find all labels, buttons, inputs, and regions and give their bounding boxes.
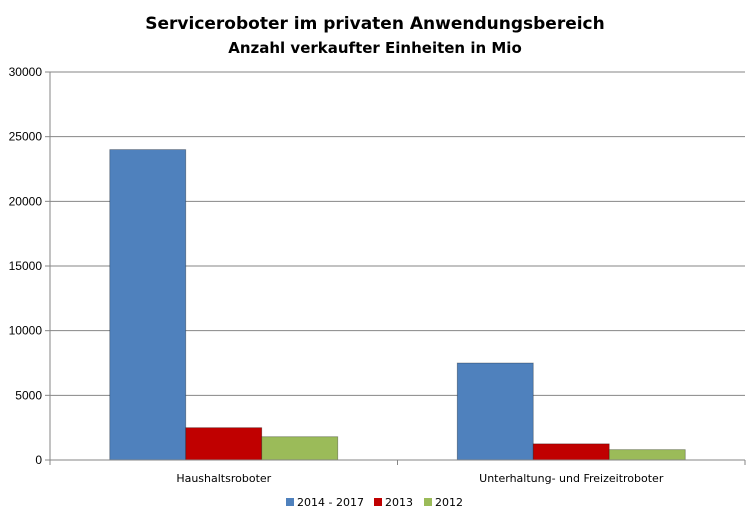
- legend-swatch-1: [374, 498, 382, 506]
- legend-swatch-0: [286, 498, 294, 506]
- bar-1-1: [532, 443, 610, 461]
- legend-swatch-2: [424, 498, 432, 506]
- legend-label-0: 2014 - 2017: [297, 496, 364, 509]
- legend-label-2: 2012: [435, 496, 463, 509]
- y-tick-label-0: 0: [35, 453, 42, 467]
- bar-0-0: [109, 149, 187, 461]
- bar-1-0: [456, 362, 534, 461]
- bar-0-1: [185, 427, 263, 461]
- y-tick-label-1: 5000: [15, 388, 42, 402]
- x-category-label-0: Haushaltsroboter: [176, 472, 271, 485]
- bar-0-2: [261, 436, 339, 461]
- bar-1-2: [608, 449, 686, 461]
- y-tick-label-4: 20000: [9, 194, 43, 208]
- y-tick-label-3: 15000: [9, 259, 43, 273]
- x-category-label-1: Unterhaltung- und Freizeitroboter: [479, 472, 664, 485]
- x-axis-categories: Haushaltsroboter Unterhaltung- und Freize…: [49, 460, 746, 485]
- legend: 2014 - 2017 2013 2012: [286, 496, 463, 509]
- legend-label-1: 2013: [385, 496, 413, 509]
- y-tick-label-5: 25000: [9, 130, 43, 144]
- chart-subtitle: Anzahl verkaufter Einheiten in Mio: [228, 39, 522, 57]
- y-axis-ticks: 0 5000 10000 15000 20000 25000 30000: [9, 65, 50, 467]
- y-tick-label-6: 30000: [9, 65, 43, 79]
- bars: [109, 149, 686, 461]
- y-tick-label-2: 10000: [9, 324, 43, 338]
- chart-title: Serviceroboter im privaten Anwendungsber…: [145, 14, 605, 34]
